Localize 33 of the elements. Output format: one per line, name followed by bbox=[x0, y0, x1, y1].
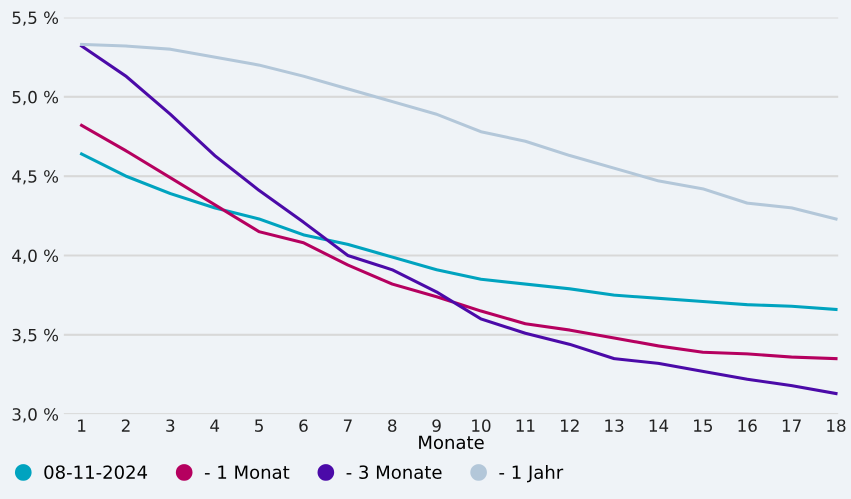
x-tick-label: 6 bbox=[299, 419, 308, 432]
x-tick-label: 11 bbox=[516, 420, 534, 432]
y-tick-label: 3,0 % bbox=[12, 408, 58, 422]
x-tick-label: 1 bbox=[78, 420, 86, 432]
y-tick-label: 4,0 % bbox=[12, 249, 58, 264]
x-tick-label: 16 bbox=[738, 419, 757, 432]
legend-label: - 1 Jahr bbox=[499, 465, 564, 482]
x-tick-label: 10 bbox=[472, 419, 490, 432]
y-tick-label: 5,0 % bbox=[12, 90, 58, 106]
x-tick-label: 9 bbox=[432, 419, 441, 432]
x-tick-label: 17 bbox=[782, 420, 801, 432]
x-tick-label: 3 bbox=[166, 419, 174, 432]
line-series bbox=[80, 124, 838, 360]
y-tick-label: 3,5 % bbox=[12, 328, 58, 344]
x-tick-label: 13 bbox=[605, 419, 624, 432]
x-tick-label: 7 bbox=[344, 420, 352, 432]
x-tick-label: 4 bbox=[210, 420, 220, 432]
x-tick-label: 12 bbox=[560, 419, 579, 432]
x-tick-label: 18 bbox=[827, 419, 846, 432]
legend-label: 08-11-2024 bbox=[44, 465, 148, 480]
line-series bbox=[80, 42, 838, 221]
x-tick-label: 15 bbox=[694, 420, 712, 432]
x-tick-label: 5 bbox=[255, 420, 263, 432]
legend-label: - 3 Monate bbox=[346, 465, 442, 480]
x-tick-label: 14 bbox=[650, 420, 668, 432]
y-tick-label: 5,5 % bbox=[12, 11, 58, 26]
x-axis-title: Monate bbox=[419, 436, 484, 450]
line-series bbox=[80, 44, 838, 396]
line-series bbox=[80, 152, 838, 311]
legend-label: - 1 Monat bbox=[204, 466, 290, 480]
y-tick-label: 4,5 % bbox=[12, 170, 58, 184]
x-tick-label: 2 bbox=[122, 419, 130, 432]
x-tick-label: 8 bbox=[388, 419, 396, 432]
